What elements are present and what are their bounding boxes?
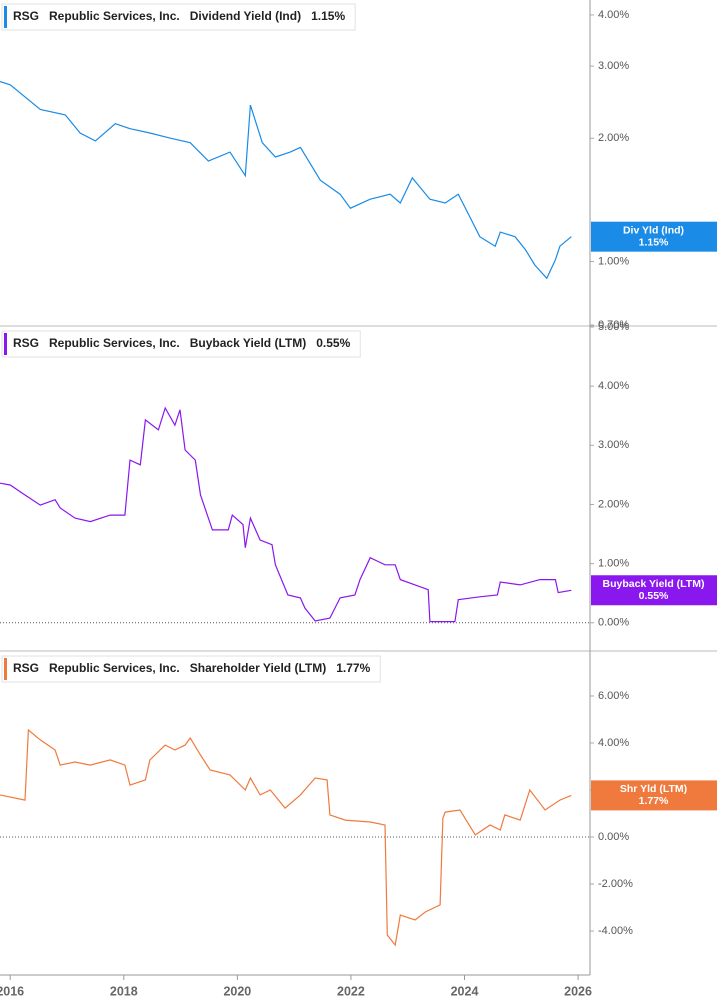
y-tick-label: 0.00% — [598, 831, 629, 843]
legend-swatch — [4, 6, 7, 28]
legend-box — [1, 655, 381, 683]
value-tag-value: 1.77% — [639, 795, 669, 807]
y-tick-label: 2.00% — [598, 498, 629, 510]
x-tick-label: 2016 — [0, 984, 24, 998]
value-tag-label: Div Yld (Ind) — [623, 224, 684, 236]
y-tick-label: 4.00% — [598, 9, 629, 21]
legend-metric: Buyback Yield (LTM) — [190, 336, 306, 350]
value-tag-value: 1.15% — [639, 236, 669, 248]
value-tag-label: Shr Yld (LTM) — [620, 783, 687, 795]
legend-current-value: 0.55% — [316, 336, 350, 350]
y-tick-label: 6.00% — [598, 690, 629, 702]
y-tick-label: 4.00% — [598, 737, 629, 749]
y-tick-label: 1.00% — [598, 558, 629, 570]
y-tick-label: 3.00% — [598, 60, 629, 72]
y-tick-label: 0.70% — [598, 319, 629, 331]
x-tick-label: 2022 — [337, 984, 365, 998]
value-tag — [591, 575, 717, 606]
y-tick-label: 5.00% — [598, 321, 629, 333]
y-tick-label: -2.00% — [598, 878, 633, 890]
series-line — [0, 728, 572, 947]
legend-ticker: RSG — [13, 661, 39, 675]
legend-current-value: 1.77% — [336, 661, 370, 675]
value-tag — [591, 780, 717, 811]
series-line — [0, 406, 572, 623]
legend-box — [1, 3, 356, 31]
legend-metric: Dividend Yield (Ind) — [190, 9, 301, 23]
y-tick-label: -4.00% — [598, 925, 633, 937]
value-tag-label: Buyback Yield (LTM) — [603, 578, 705, 590]
series-line — [0, 81, 572, 280]
value-tag — [591, 221, 717, 252]
value-tag-value: 0.55% — [639, 590, 669, 602]
y-tick-label: 1.00% — [598, 255, 629, 267]
legend-swatch — [4, 658, 7, 680]
legend-swatch — [4, 333, 7, 355]
y-tick-label: 2.00% — [598, 132, 629, 144]
x-tick-label: 2020 — [223, 984, 251, 998]
legend-ticker: RSG — [13, 9, 39, 23]
legend-current-value: 1.15% — [311, 9, 345, 23]
y-tick-label: 3.00% — [598, 439, 629, 451]
legend-company: Republic Services, Inc. — [49, 336, 180, 350]
y-tick-label: 4.00% — [598, 380, 629, 392]
y-tick-label: 0.00% — [598, 617, 629, 629]
legend-box — [1, 330, 361, 358]
legend-ticker: RSG — [13, 336, 39, 350]
legend-company: Republic Services, Inc. — [49, 9, 180, 23]
x-tick-label: 2024 — [451, 984, 479, 998]
legend-metric: Shareholder Yield (LTM) — [190, 661, 326, 675]
legend-company: Republic Services, Inc. — [49, 661, 180, 675]
x-tick-label: 2026 — [564, 984, 592, 998]
x-tick-label: 2018 — [110, 984, 138, 998]
